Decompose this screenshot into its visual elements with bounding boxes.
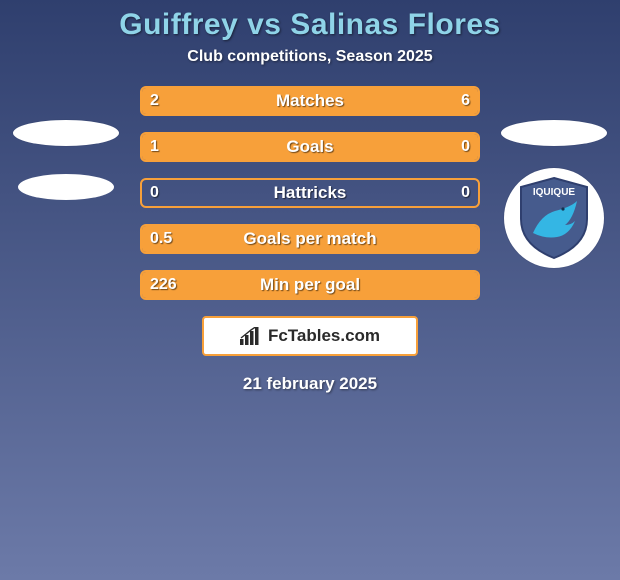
subtitle: Club competitions, Season 2025: [0, 48, 620, 66]
brand-box[interactable]: FcTables.com: [202, 316, 418, 356]
stat-label: Matches: [140, 86, 480, 116]
stats-chart: 26Matches 10Goals 00Hattricks 0.5Goals per …: [0, 86, 620, 300]
stat-row: 226Min per goal: [0, 270, 620, 300]
date-label: 21 february 2025: [0, 374, 620, 394]
stat-label: Goals: [140, 132, 480, 162]
stat-label: Hattricks: [140, 178, 480, 208]
stat-row: 10Goals: [0, 132, 620, 162]
comparison-card: Guiffrey vs Salinas Flores Club competit…: [0, 0, 620, 580]
stat-label: Min per goal: [140, 270, 480, 300]
stat-label: Goals per match: [140, 224, 480, 254]
stat-row: 0.5Goals per match: [0, 224, 620, 254]
page-title: Guiffrey vs Salinas Flores: [0, 8, 620, 42]
stat-row: 00Hattricks: [0, 178, 620, 208]
bar-chart-icon: [240, 327, 262, 345]
brand-text: FcTables.com: [268, 326, 380, 346]
stat-row: 26Matches: [0, 86, 620, 116]
